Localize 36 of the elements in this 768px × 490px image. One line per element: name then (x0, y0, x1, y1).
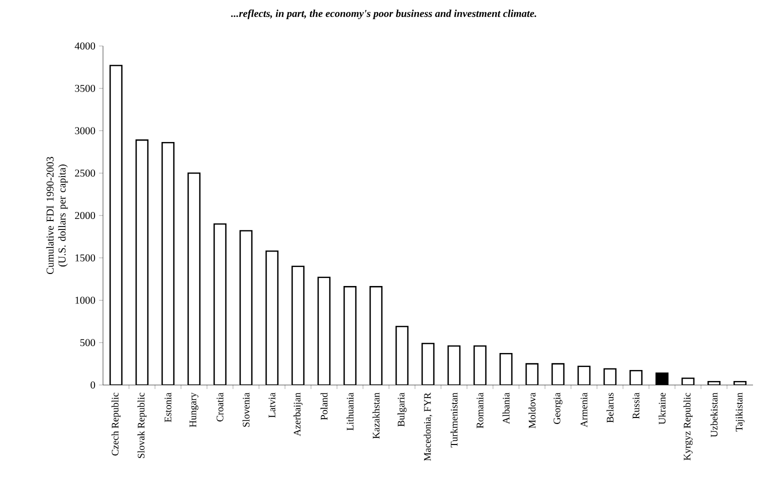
x-tick-label: Turkmenistan (450, 392, 458, 448)
x-tick-label: Armenia (580, 392, 588, 428)
x-tick-label: Croatia (216, 392, 224, 422)
x-tick-label: Bulgaria (397, 392, 407, 427)
x-tick-label: Romania (476, 392, 484, 428)
x-tick-label: Uzbekistan (710, 392, 718, 438)
y-tick-label: 2000 (75, 212, 96, 220)
x-tick-label: Russia (632, 392, 640, 419)
y-tick-label: 4000 (74, 42, 96, 50)
x-tick-label: Poland (320, 392, 328, 420)
x-tick-label: Kazakhstan (372, 392, 380, 439)
x-tick-label: Georgia (554, 392, 562, 424)
x-tick-label: Ukraine (658, 392, 666, 424)
y-tick-label: 0 (90, 381, 96, 389)
y-tick-label: 3500 (75, 84, 96, 92)
y-tick-label: 1500 (75, 254, 96, 262)
y-tick-label: 2500 (75, 170, 96, 177)
x-tick-label: Belarus (606, 392, 614, 423)
x-tick-label: Albania (502, 392, 510, 424)
x-tick-label: Hungary (190, 392, 198, 428)
x-tick-label: Lithuania (346, 392, 354, 430)
x-tick-label: Moldova (528, 392, 536, 428)
x-tick-label: Latvia (268, 392, 276, 418)
y-axis-title: Cumulative FDI 1990-2003 (U.S. dollars per capita) (46, 156, 68, 274)
x-tick-label: Azerbaijan (293, 392, 303, 436)
y-tick-label: 500 (80, 339, 96, 346)
x-tick-label: Czech Republic (111, 392, 121, 456)
x-tick-label: Tajikistan (735, 392, 745, 432)
x-tick-label: Slovenia (242, 392, 250, 427)
x-tick-label: Estonia (164, 392, 172, 422)
x-tick-label: Macedonia, FYR (424, 392, 432, 461)
y-tick-label: 1000 (75, 296, 96, 304)
x-tick-label: Slovak Republic (137, 392, 147, 458)
chart-title: ...reflects, in part, the economy's poor business and investment climate. (231, 10, 536, 20)
x-tick-label: Kyrgyz Republic (683, 392, 693, 460)
y-tick-label: 3000 (75, 127, 96, 134)
